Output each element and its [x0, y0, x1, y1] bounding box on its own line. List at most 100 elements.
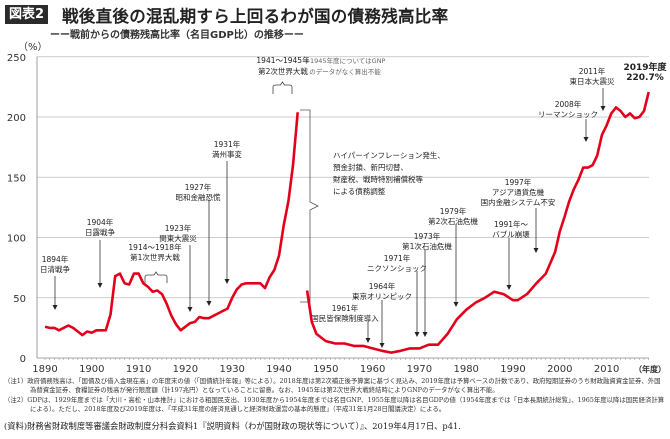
arrow-down-icon	[583, 137, 589, 142]
arrow-down-icon	[506, 285, 512, 290]
annotation-7: ※1945年度についてはGNP のデータがなく算出不能	[305, 56, 386, 76]
annotation-text: 第2次石油危機	[428, 216, 478, 226]
arrow-down-icon	[365, 338, 371, 343]
x-axis-label: （年度）	[634, 364, 666, 374]
annotation-text: 東京オリンピック	[352, 291, 412, 301]
series-lines	[44, 91, 650, 354]
y-axis-label: （%）	[18, 41, 48, 53]
axes: 0 50 100 150 200 250 1890 1900 1910 1920 1930 1940 1…	[7, 53, 650, 375]
x-tick-label: 1940	[266, 364, 291, 375]
x-tick-label: 1970	[407, 364, 432, 375]
x-tick-label: 1890	[32, 364, 57, 375]
annotation-14: 1991年～バブル崩壊	[492, 219, 530, 290]
arrow-down-icon	[187, 307, 193, 312]
annotation-text: 第1次石油危機	[402, 241, 452, 251]
annotation-text: 第2次世界大戦	[258, 66, 308, 76]
annotation-text: 1904年	[87, 217, 114, 227]
annotation-text: ※1945年度についてはGNP	[305, 56, 386, 65]
y-tick-label: 200	[7, 113, 26, 124]
x-tick-label: 1980	[453, 364, 478, 375]
arrow-down-icon	[533, 248, 539, 253]
arrow-down-icon	[414, 332, 420, 337]
annotation-text: 昭和金融恐慌	[176, 192, 221, 202]
x-tick-label: 1990	[500, 364, 525, 375]
x-tick-label: 2000	[547, 364, 572, 375]
y-tick-label: 250	[7, 53, 26, 64]
annotation-text: 第1次世界大戦	[130, 252, 180, 262]
x-tick-label: 2010	[594, 364, 619, 375]
footnote-2: （注2）GDPは、1929年度までは「大川・高松・山本推計」における粗国民支出、…	[4, 395, 665, 414]
footnotes: （注1）政府債務残高は、「国債及び借入金現在高」の年度末の値（「国債統計年報」等…	[4, 377, 666, 415]
annotation-text: 関東大震災	[159, 233, 197, 243]
chart-subtitle: ーー戦前からの債務残高比率（名目GDP比）の推移ーー	[50, 30, 304, 41]
annotation-text: 1997年	[505, 177, 532, 187]
x-tick-label: 1960	[360, 364, 385, 375]
x-tick-label: 1950	[313, 364, 338, 375]
annotation-text: 満州事変	[212, 149, 242, 159]
annotation-text: バブル崩壊	[492, 229, 530, 239]
annotation-text: 日露戦争	[85, 227, 115, 237]
arrow-down-icon	[453, 302, 459, 307]
y-tick-label: 50	[13, 294, 26, 305]
arrow-down-icon	[52, 305, 58, 310]
arrow-down-icon	[206, 301, 212, 306]
arrow-down-icon	[600, 106, 606, 111]
annotation-text: 財産税、戦時特別補償税等	[333, 174, 423, 184]
annotation-text: アジア通貨危機	[492, 187, 545, 197]
annotation-text: 1894年	[42, 254, 69, 264]
series-line-postwar	[305, 91, 650, 354]
figure-badge: 図表2	[5, 5, 49, 24]
annotation-text: ニクソンショック	[367, 264, 427, 273]
annotation-text: 1914～1918年	[128, 242, 182, 252]
y-tick-label: 150	[7, 173, 26, 184]
annotation-text: 預金封鎖、新円切替、	[333, 162, 408, 172]
annotation-text: 1931年	[214, 139, 241, 149]
annotation-text: 1964年	[369, 281, 396, 291]
annotations: 1894年日清戦争1904年日露戦争1914～1918年第1次世界大戦1923年…	[40, 55, 668, 348]
annotation-text: 日清戦争	[40, 264, 70, 274]
period-bracket	[272, 81, 293, 94]
x-tick-label: 1900	[79, 364, 104, 375]
annotation-text: 1971年	[384, 253, 411, 263]
annotation-text: ハイパーインフレーション発生、	[333, 150, 445, 160]
annotation-text: 1923年	[165, 223, 192, 233]
footnote-1: （注1）政府債務残高は、「国債及び借入金現在高」の年度末の値（「国債統計年報」等…	[4, 377, 661, 395]
annotation-text: 1991年～	[494, 219, 529, 229]
arrow-down-icon	[379, 343, 385, 348]
annotation-text: 1927年	[185, 182, 212, 192]
arrow-down-icon	[97, 283, 103, 288]
annotation-text: による債務調整	[333, 186, 386, 196]
grid-lines	[37, 56, 649, 299]
source-note: (資料)財務省財政制度等審議会財政制度分科会資料1『説明資料（わが国財政の現状等…	[4, 421, 461, 431]
arrow-down-icon	[224, 279, 230, 284]
period-bracket	[144, 271, 168, 283]
annotation-text: 1979年	[440, 206, 467, 216]
annotation-text: 国内金融システム不安	[481, 197, 556, 207]
annotation-text: のデータがなく算出不能	[309, 67, 381, 76]
y-tick-label: 0	[20, 354, 26, 365]
annotation-text: 220.7%	[626, 73, 664, 83]
x-tick-label: 1910	[126, 364, 151, 375]
annotation-text: 1973年	[414, 231, 441, 241]
annotation-text: 2008年	[555, 99, 582, 109]
annotation-text: 国民皆保険制度導入	[311, 313, 379, 323]
adjustment-bracket	[300, 109, 319, 303]
annotation-text: 1961年	[332, 303, 359, 313]
